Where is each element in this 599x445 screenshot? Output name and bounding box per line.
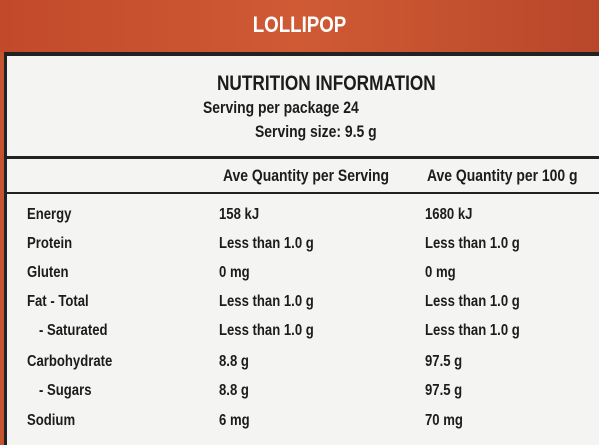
nutrition-panel: NUTRITION INFORMATION Serving per packag… [4, 52, 599, 445]
cell-value: Less than 1.0 g [219, 322, 314, 339]
column-header: Ave Quantity per Serving [223, 166, 390, 185]
cell-value: 1680 kJ [425, 206, 473, 223]
cell-value: 158 kJ [219, 206, 260, 223]
cell-value: 0 mg [219, 264, 250, 281]
cell-value: 8.8 g [219, 353, 249, 370]
row-label: Carbohydrate [27, 353, 113, 370]
cell-value: Less than 1.0 g [425, 293, 520, 310]
cell-value: 97.5 g [425, 353, 463, 370]
row-label: Protein [27, 235, 73, 252]
cell-value: Less than 1.0 g [219, 293, 314, 310]
panel-title: NUTRITION INFORMATION [217, 72, 436, 95]
row-label: Sodium [27, 412, 76, 429]
cell-value: 0 mg [425, 264, 456, 281]
top-band: LOLLIPOP [0, 0, 599, 52]
servings-per-package: Serving per package 24 [203, 98, 359, 117]
row-label: - Sugars [39, 382, 92, 399]
divider [7, 192, 599, 194]
column-header: Ave Quantity per 100 g [427, 166, 578, 185]
brand: LOLLIPOP [252, 12, 347, 37]
row-label: Energy [27, 206, 72, 223]
cell-value: 97.5 g [425, 382, 463, 399]
divider [7, 156, 599, 159]
cell-value: Less than 1.0 g [219, 235, 314, 252]
row-label: - Saturated [39, 322, 108, 339]
row-label: Gluten [27, 264, 69, 281]
row-label: Fat - Total [27, 293, 89, 310]
cell-value: 70 mg [425, 412, 463, 429]
cell-value: 6 mg [219, 412, 250, 429]
serving-size: Serving size: 9.5 g [255, 122, 377, 141]
cell-value: Less than 1.0 g [425, 235, 520, 252]
cell-value: Less than 1.0 g [425, 322, 520, 339]
cell-value: 8.8 g [219, 382, 249, 399]
